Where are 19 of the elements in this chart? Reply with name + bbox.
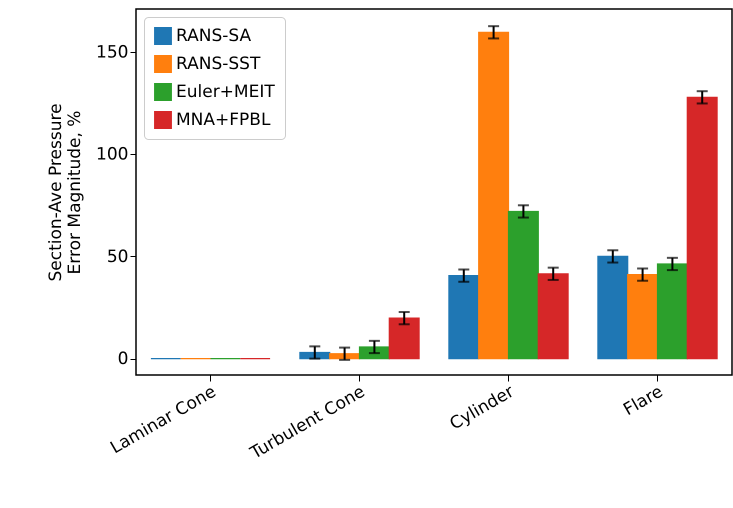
bar [448, 275, 480, 360]
y-tick-label: 50 [106, 246, 128, 267]
legend-label: RANS-SST [176, 54, 261, 74]
bar [597, 256, 628, 360]
y-tick-label: 100 [96, 144, 128, 165]
legend-label: MNA+FPBL [176, 110, 271, 130]
bar [538, 273, 569, 360]
bar [478, 32, 510, 360]
y-tick-label: 150 [96, 42, 128, 62]
legend-label: Euler+MEIT [176, 82, 276, 102]
bar [686, 96, 718, 360]
y-tick-label: 0 [118, 349, 128, 370]
bar [508, 210, 539, 360]
bar [388, 318, 420, 360]
x-tick-label: Flare [620, 382, 666, 420]
legend-label: RANS-SA [176, 26, 252, 46]
y-axis-title: Section-Ave Pressure Error Magnitude, % [46, 103, 86, 282]
bar [656, 263, 688, 360]
bar [627, 274, 658, 360]
